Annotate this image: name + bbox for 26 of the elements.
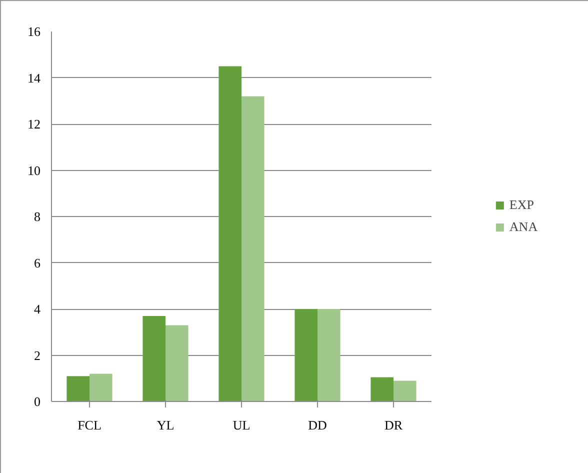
bar	[90, 374, 112, 402]
bar	[294, 309, 318, 402]
legend-label: ANA	[509, 219, 538, 235]
x-tick-label: DR	[384, 418, 403, 432]
bar	[218, 66, 242, 402]
y-tick-label: 8	[34, 209, 40, 224]
legend-label: EXP	[509, 197, 534, 213]
bar	[394, 380, 416, 402]
y-tick-label: 0	[34, 394, 40, 409]
y-tick-label: 12	[28, 116, 40, 132]
y-tick-label: 6	[34, 255, 41, 270]
bar	[318, 309, 340, 402]
y-tick-label: 10	[28, 162, 40, 178]
x-tick-label: UL	[232, 418, 250, 432]
y-tick-label: 14	[28, 70, 41, 86]
bar	[66, 376, 90, 402]
bar	[242, 96, 264, 402]
y-tick-label: 2	[34, 348, 40, 363]
x-tick-label: DD	[308, 418, 327, 432]
bar	[142, 316, 166, 402]
bar	[370, 377, 394, 402]
x-tick-label: YL	[156, 418, 174, 432]
y-tick-label: 16	[28, 24, 41, 39]
y-tick-label: 4	[34, 302, 41, 316]
x-tick-label: FCL	[78, 418, 102, 432]
bar	[166, 325, 188, 402]
